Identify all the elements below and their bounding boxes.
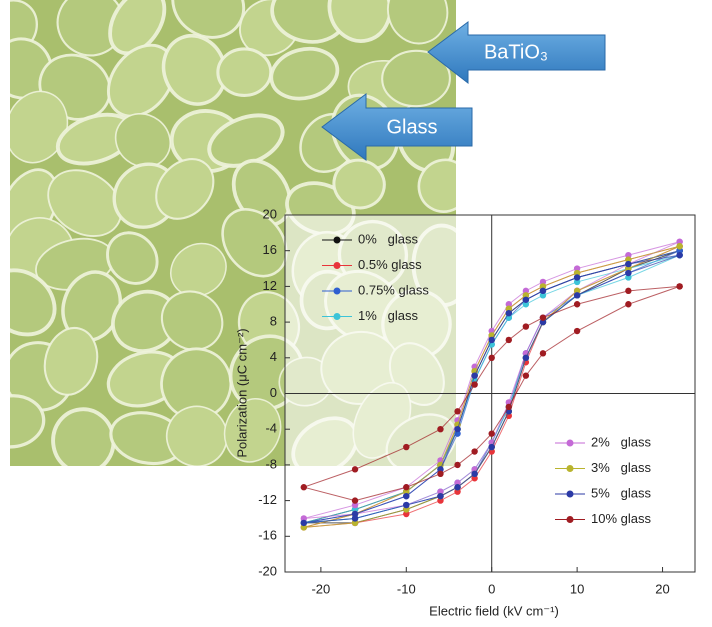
data-point — [625, 288, 631, 294]
legend-marker — [334, 288, 341, 295]
data-point — [625, 270, 631, 276]
data-point — [523, 297, 529, 303]
arrow-label: BaTiO₃ — [484, 41, 548, 63]
data-point — [471, 381, 477, 387]
data-point — [403, 502, 409, 508]
y-tick-label: -12 — [258, 492, 277, 507]
data-point — [574, 274, 580, 280]
data-point — [454, 462, 460, 468]
legend-marker — [567, 491, 574, 498]
x-tick-label: -10 — [397, 581, 416, 596]
data-point — [489, 430, 495, 436]
chart: Electric field (kV cm⁻¹) Polarization (μ… — [234, 206, 695, 618]
x-tick-label: -20 — [311, 581, 330, 596]
y-tick-label: 20 — [263, 206, 277, 221]
data-point — [471, 448, 477, 454]
data-point — [437, 493, 443, 499]
data-point — [540, 350, 546, 356]
data-point — [454, 484, 460, 490]
data-point — [506, 310, 512, 316]
legend-label: 0.75% glass — [358, 282, 429, 297]
data-point — [523, 355, 529, 361]
y-axis-label: Polarization (μC cm⁻²) — [234, 328, 249, 457]
y-tick-label: -20 — [258, 563, 277, 578]
data-point — [403, 444, 409, 450]
data-point — [506, 337, 512, 343]
figure: BaTiO₃ Glass Electric field (kV cm⁻¹) Po… — [0, 0, 712, 627]
data-point — [437, 471, 443, 477]
y-tick-label: 16 — [263, 242, 277, 257]
data-point — [574, 328, 580, 334]
data-point — [403, 484, 409, 490]
legend-marker — [567, 440, 574, 447]
legend-marker — [334, 237, 341, 244]
legend-label: 1% glass — [358, 308, 418, 323]
data-point — [676, 252, 682, 258]
data-point — [454, 426, 460, 432]
legend-label: 10% glass — [591, 511, 651, 526]
legend-marker — [567, 516, 574, 523]
y-tick-label: 4 — [270, 349, 277, 364]
data-point — [489, 444, 495, 450]
legend-label: 2% glass — [591, 434, 651, 449]
data-point — [523, 323, 529, 329]
legend-label: 0% glass — [358, 231, 418, 246]
arrow-label: Glass — [386, 116, 437, 138]
data-point — [403, 493, 409, 499]
y-tick-label: 0 — [270, 385, 277, 400]
data-point — [454, 408, 460, 414]
data-point — [352, 497, 358, 503]
data-point — [676, 283, 682, 289]
data-point — [523, 372, 529, 378]
x-tick-label: 0 — [488, 581, 495, 596]
data-point — [676, 243, 682, 249]
legend-label: 5% glass — [591, 485, 651, 500]
legend-label: 0.5% glass — [358, 257, 422, 272]
grain — [218, 49, 271, 96]
data-point — [625, 261, 631, 267]
y-tick-label: 12 — [263, 278, 277, 293]
data-point — [437, 426, 443, 432]
y-tick-label: -8 — [265, 456, 277, 471]
legend-label: 3% glass — [591, 460, 651, 475]
y-tick-label: 8 — [270, 314, 277, 329]
data-point — [352, 515, 358, 521]
x-tick-label: 20 — [655, 581, 669, 596]
x-axis-label: Electric field (kV cm⁻¹) — [429, 603, 559, 618]
data-point — [540, 288, 546, 294]
data-point — [625, 301, 631, 307]
data-point — [352, 466, 358, 472]
data-point — [506, 404, 512, 410]
data-point — [301, 484, 307, 490]
data-point — [574, 301, 580, 307]
data-point — [471, 372, 477, 378]
data-point — [489, 355, 495, 361]
y-tick-label: -16 — [258, 528, 277, 543]
data-point — [471, 471, 477, 477]
legend-marker — [567, 465, 574, 472]
data-point — [540, 314, 546, 320]
data-point — [489, 337, 495, 343]
data-point — [301, 520, 307, 526]
data-point — [574, 292, 580, 298]
y-tick-label: -4 — [265, 421, 277, 436]
page: BaTiO₃ Glass Electric field (kV cm⁻¹) Po… — [0, 0, 712, 627]
legend-marker — [334, 262, 341, 269]
x-tick-label: 10 — [570, 581, 584, 596]
legend-marker — [334, 313, 341, 320]
